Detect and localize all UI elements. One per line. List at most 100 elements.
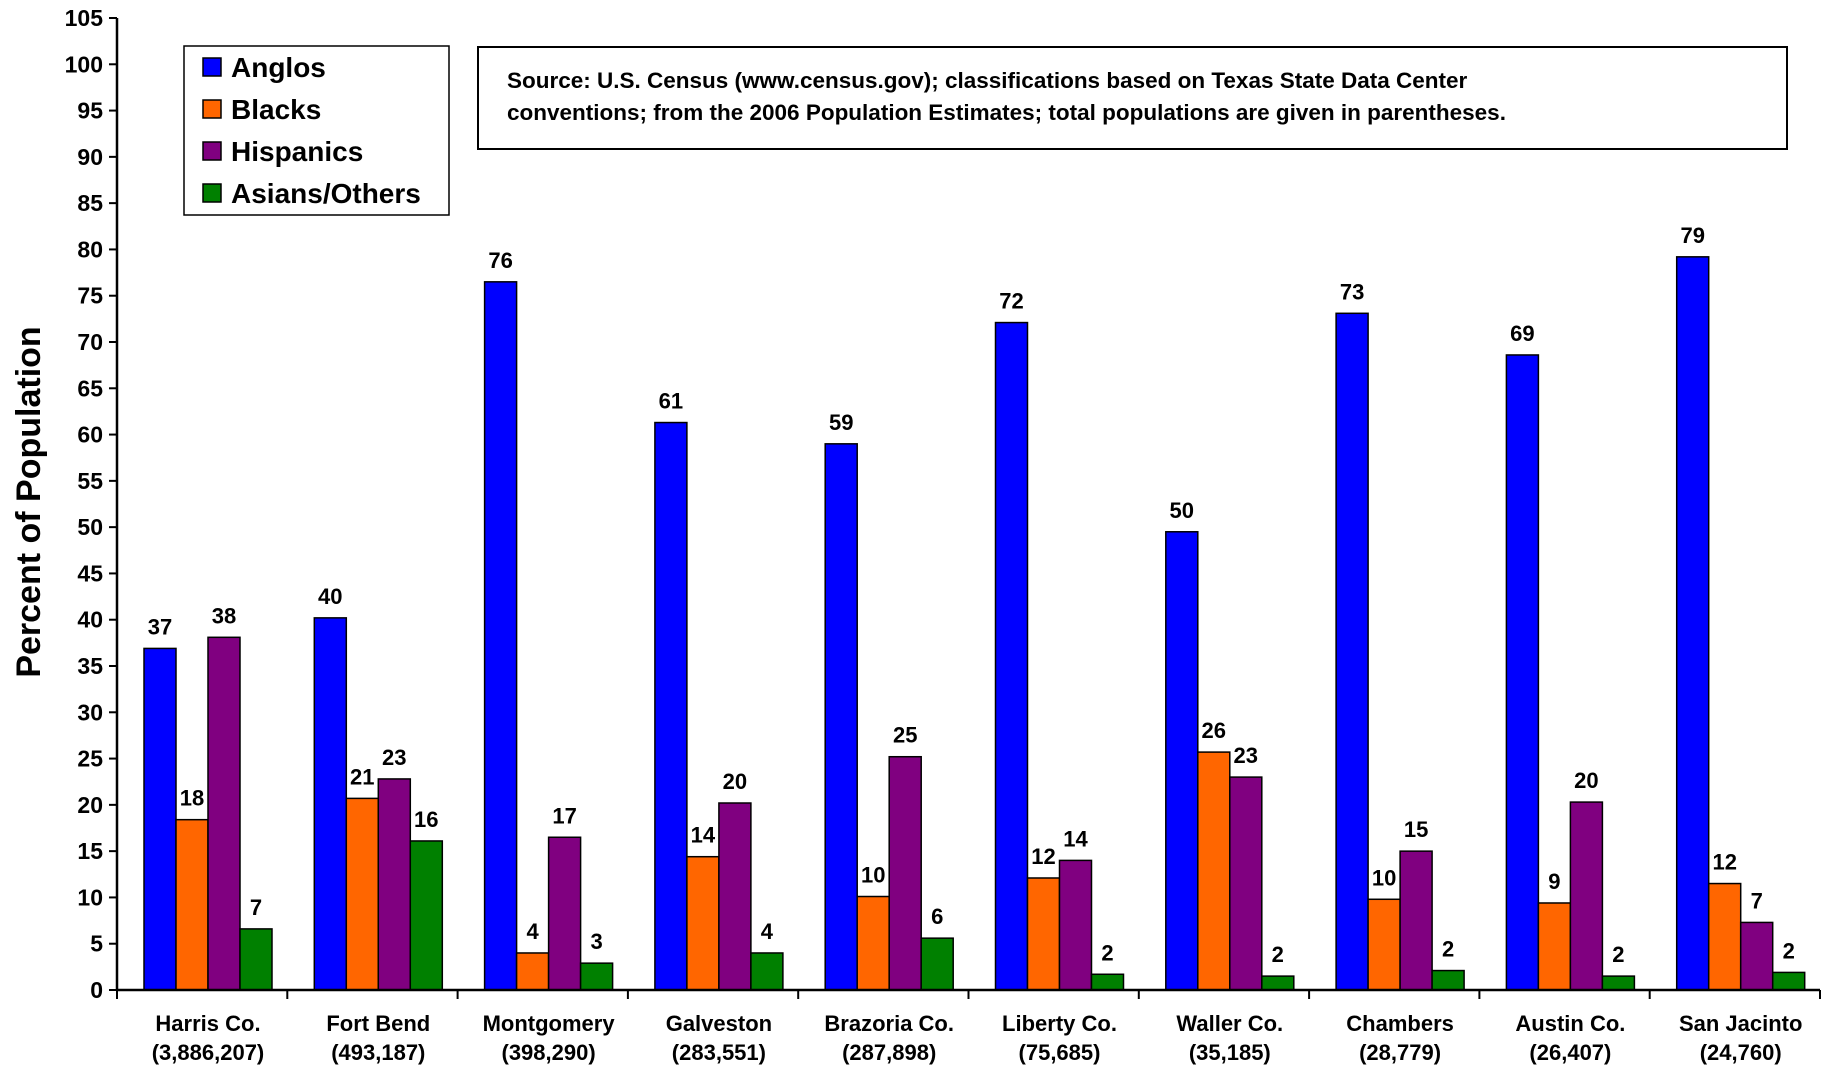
data-label: 50 — [1170, 498, 1194, 523]
y-axis-label: Percent of Population — [10, 326, 48, 677]
data-label: 40 — [318, 584, 342, 609]
y-tick-label: 55 — [77, 468, 103, 494]
y-tick-label: 0 — [90, 977, 103, 1003]
bar-hispanics — [718, 802, 752, 991]
bar-asians-others — [1261, 975, 1295, 991]
bar-asians-others — [1431, 969, 1465, 991]
bar-anglos — [654, 421, 688, 991]
y-tick-label: 25 — [77, 746, 103, 772]
x-tick-label: Montgomery — [483, 1011, 616, 1036]
y-tick-label: 90 — [77, 144, 103, 170]
bar-hispanics — [1058, 859, 1093, 991]
data-label: 10 — [861, 863, 885, 888]
x-tick-label: Galveston — [666, 1011, 772, 1036]
data-label: 2 — [1272, 942, 1284, 967]
data-label: 23 — [382, 745, 406, 770]
y-tick-label: 20 — [77, 792, 103, 818]
bar-hispanics — [1569, 801, 1604, 991]
x-tick-sublabel: (493,187) — [331, 1040, 425, 1065]
y-tick-label: 70 — [77, 329, 103, 355]
source-note-line-2: conventions; from the 2006 Population Es… — [507, 100, 1506, 125]
bar-blacks — [1537, 902, 1572, 991]
data-label: 6 — [931, 904, 943, 929]
data-label: 37 — [148, 614, 172, 639]
bar-blacks — [345, 797, 380, 991]
data-label: 12 — [1031, 844, 1055, 869]
bar-blacks — [1197, 751, 1231, 991]
bar-asians-others — [1601, 975, 1636, 991]
data-label: 38 — [212, 603, 236, 628]
data-label: 72 — [999, 289, 1023, 314]
data-label: 79 — [1680, 223, 1704, 248]
bar-asians-others — [1090, 973, 1125, 991]
x-tick-label: Austin Co. — [1515, 1011, 1625, 1036]
data-label: 73 — [1340, 279, 1364, 304]
x-tick-sublabel: (3,886,207) — [152, 1040, 265, 1065]
x-tick-sublabel: (283,551) — [672, 1040, 766, 1065]
data-label: 7 — [1751, 888, 1763, 913]
legend-swatch — [202, 57, 222, 77]
y-tick-label: 15 — [77, 838, 103, 864]
legend-swatch — [202, 183, 222, 203]
bar-blacks — [686, 855, 720, 991]
legend-swatch — [202, 99, 222, 119]
x-tick-label: Waller Co. — [1176, 1011, 1283, 1036]
bar-blacks — [1707, 882, 1742, 991]
data-label: 61 — [659, 389, 683, 414]
data-label: 18 — [180, 786, 204, 811]
data-label: 59 — [829, 410, 853, 435]
data-label: 23 — [1234, 743, 1258, 768]
data-label: 76 — [488, 248, 512, 273]
bar-hispanics — [1229, 776, 1263, 991]
y-tick-label: 105 — [65, 5, 104, 31]
data-label: 2 — [1442, 937, 1454, 962]
data-label: 2 — [1783, 938, 1795, 963]
x-tick-sublabel: (398,290) — [502, 1040, 596, 1065]
data-label: 21 — [350, 764, 374, 789]
x-tick-label: Liberty Co. — [1002, 1011, 1117, 1036]
bar-hispanics — [207, 636, 241, 991]
x-tick-sublabel: (75,685) — [1019, 1040, 1101, 1065]
x-tick-label: San Jacinto — [1679, 1011, 1802, 1036]
data-label: 10 — [1372, 865, 1396, 890]
legend-box — [183, 45, 450, 216]
legend-label: Blacks — [231, 94, 321, 125]
bar-anglos — [313, 617, 348, 991]
data-label: 12 — [1712, 850, 1736, 875]
x-tick-label: Harris Co. — [155, 1011, 260, 1036]
data-label: 20 — [1574, 768, 1598, 793]
legend-label: Anglos — [231, 52, 326, 83]
data-label: 2 — [1101, 940, 1113, 965]
y-tick-label: 40 — [77, 607, 103, 633]
x-tick-label: Chambers — [1346, 1011, 1454, 1036]
legend-label: Hispanics — [231, 136, 363, 167]
data-label: 15 — [1404, 817, 1428, 842]
bar-anglos — [994, 321, 1029, 991]
y-tick-label: 30 — [77, 699, 103, 725]
data-label: 4 — [761, 919, 774, 944]
bar-anglos — [1165, 531, 1199, 991]
bar-blacks — [1367, 898, 1401, 991]
bar-asians-others — [750, 952, 784, 991]
data-label: 69 — [1510, 321, 1534, 346]
x-tick-label: Brazoria Co. — [824, 1011, 954, 1036]
bar-anglos — [1675, 256, 1710, 991]
y-tick-label: 50 — [77, 514, 103, 540]
data-labels-layer: 3718387402123167641736114204591025672121… — [148, 223, 1795, 967]
bar-hispanics — [1739, 921, 1774, 991]
bar-hispanics — [1399, 850, 1433, 991]
axes-layer: 0 5 10 15 20 25 30 35 40 45 50 55 60 65 70 75 80 85 90 95 10… — [65, 5, 1821, 1065]
y-tick-label: 100 — [65, 51, 103, 77]
bar-hispanics — [547, 836, 582, 991]
bar-anglos — [143, 647, 177, 991]
bar-anglos — [1335, 312, 1369, 991]
data-label: 26 — [1202, 718, 1226, 743]
source-note: Source: U.S. Census (www.census.gov); cl… — [477, 46, 1788, 150]
bar-asians-others — [579, 962, 614, 991]
bar-anglos — [1505, 354, 1540, 991]
legend-label: Asians/Others — [231, 178, 421, 209]
bar-blacks — [175, 818, 209, 991]
data-label: 14 — [1063, 826, 1088, 851]
bar-blacks — [856, 895, 890, 991]
